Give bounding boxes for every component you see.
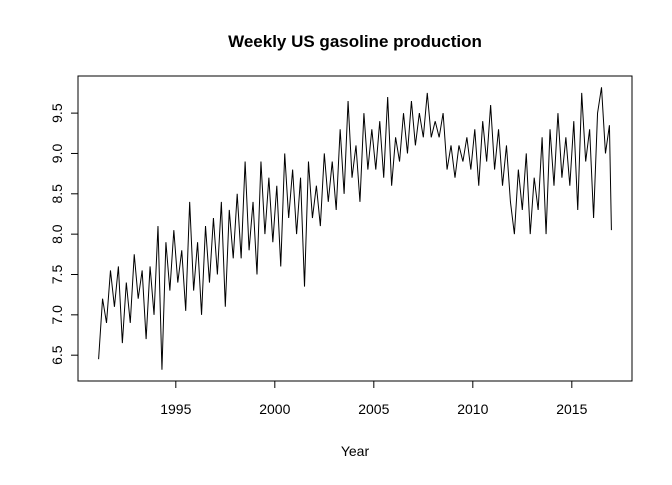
chart-title: Weekly US gasoline production	[228, 32, 482, 51]
x-tick-label: 1995	[160, 401, 191, 417]
y-tick-label: 9.0	[49, 144, 65, 164]
x-tick-label: 2005	[358, 401, 389, 417]
y-tick-label: 7.5	[49, 265, 65, 285]
y-tick-label: 8.0	[49, 224, 65, 244]
y-tick-label: 7.0	[49, 305, 65, 325]
y-tick-label: 8.5	[49, 184, 65, 204]
data-line	[98, 87, 612, 370]
y-tick-label: 9.5	[49, 103, 65, 123]
x-tick-label: 2015	[556, 401, 587, 417]
x-tick-label: 2010	[457, 401, 488, 417]
x-axis-label: Year	[341, 443, 370, 459]
y-tick-label: 6.5	[49, 345, 65, 365]
x-tick-label: 2000	[259, 401, 290, 417]
